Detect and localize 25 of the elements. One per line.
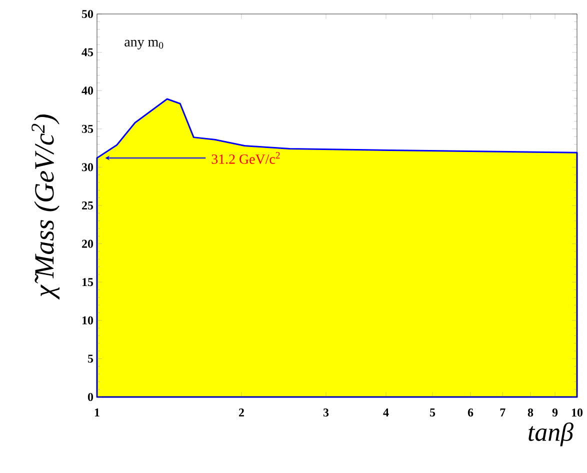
y-axis-title: χ̃ Mass (GeV/c$^{2}$) bbox=[32, 114, 60, 300]
x-tick-label: 3 bbox=[323, 408, 329, 417]
x-tick-label: 9 bbox=[552, 408, 558, 417]
x-tick-label: 1 bbox=[94, 408, 100, 416]
y-tick-label: 25 bbox=[82, 201, 94, 210]
y-tick-label: 45 bbox=[82, 48, 94, 56]
y-tick-label: 40 bbox=[82, 86, 94, 95]
x-tick-label: 5 bbox=[430, 408, 436, 416]
annotation: any m$_{0}$ bbox=[124, 40, 164, 50]
x-tick-label: 2 bbox=[238, 408, 244, 416]
x-tick-label: 6 bbox=[468, 408, 474, 417]
y-tick-label: 5 bbox=[88, 354, 94, 363]
x-axis-title: tanβ bbox=[528, 422, 574, 446]
y-tick-label: 0 bbox=[88, 392, 94, 402]
x-tick-label: 10 bbox=[572, 408, 583, 417]
x-tick-label: 8 bbox=[528, 408, 534, 417]
x-tick-label: 7 bbox=[500, 408, 506, 416]
y-tick-label: 20 bbox=[82, 240, 94, 248]
x-tick-label: 4 bbox=[383, 408, 389, 416]
y-tick-label: 50 bbox=[82, 10, 94, 18]
annotation: 31.2 GeV/c$^{2}$ bbox=[212, 152, 280, 164]
y-tick-label: 30 bbox=[82, 163, 94, 172]
y-tick-label: 15 bbox=[82, 278, 94, 286]
y-tick-label: 35 bbox=[82, 124, 94, 133]
y-tick-label: 10 bbox=[82, 316, 94, 324]
